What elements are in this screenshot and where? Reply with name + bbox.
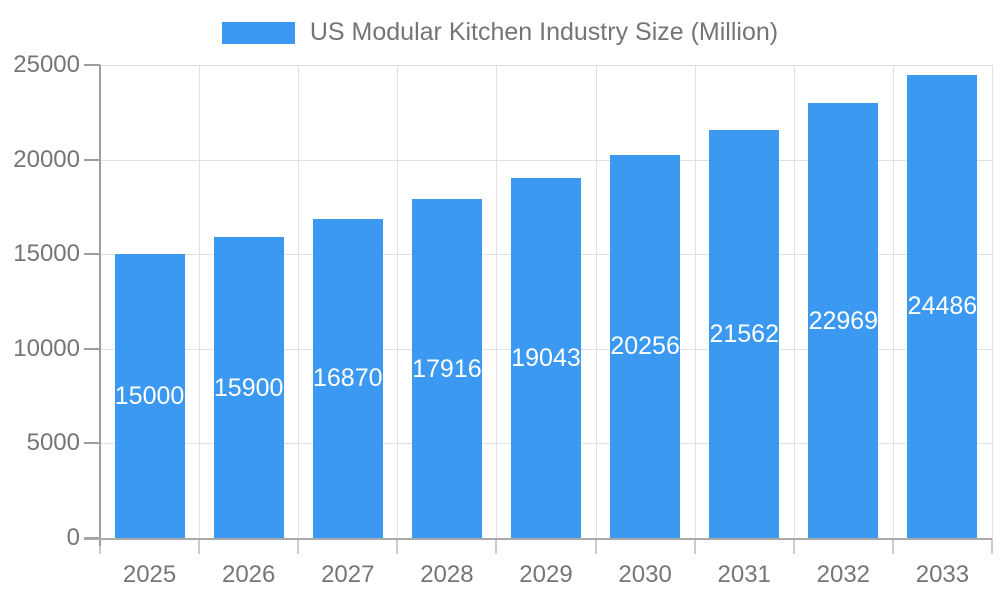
y-axis-tick [84,347,100,350]
x-gridline [496,65,498,538]
bar[interactable] [312,218,383,538]
y-axis-label: 5000 [26,429,80,457]
bar-value-label: 16870 [313,364,383,393]
bar-value-label: 21562 [709,320,779,349]
x-axis-label: 2028 [420,561,474,588]
legend-label: US Modular Kitchen Industry Size (Millio… [309,18,779,46]
bar-value-label: 24486 [907,292,978,321]
x-axis-label: 2031 [717,561,771,588]
x-gridline [892,65,894,538]
y-gridline [100,65,992,66]
x-axis-label: 2029 [519,561,573,588]
x-axis-label: 2025 [122,561,177,588]
bar[interactable] [907,74,978,538]
bar[interactable] [213,237,284,538]
y-axis-tick [84,442,100,445]
x-gridline [298,65,300,538]
x-axis-tick [297,538,300,554]
bar-value-label: 17916 [412,354,482,383]
bar-value-label: 15000 [114,382,185,411]
x-axis-tick [792,538,795,554]
x-gridline [199,65,201,538]
y-axis-label: 15000 [13,240,80,268]
x-axis-tick [693,538,696,554]
bar-value-label: 20256 [610,332,680,361]
x-axis-tick [99,538,101,554]
x-gridline [694,65,696,538]
bar[interactable] [808,103,879,538]
y-axis-tick [84,64,100,66]
x-axis-label: 2033 [915,561,970,588]
bar[interactable] [610,154,681,538]
x-axis-tick [198,538,201,554]
bar-value-label: 22969 [808,306,879,335]
bar-value-label: 19043 [511,343,581,372]
y-axis-label: 0 [66,524,80,551]
x-axis-label: 2026 [221,561,276,588]
x-axis-tick [891,538,894,554]
bar-value-label: 15900 [213,373,284,402]
x-gridline [595,65,597,538]
x-gridline [397,65,399,538]
y-axis-label: 20000 [13,145,80,173]
y-gridline [100,159,992,161]
x-axis-tick [991,538,993,554]
y-axis-label: 25000 [13,51,80,78]
x-axis-line [84,538,992,540]
y-axis-tick [84,253,100,256]
legend-swatch-icon [221,21,295,44]
bar[interactable] [709,130,780,538]
bar[interactable] [114,254,185,538]
y-axis-tick [84,158,100,161]
x-axis-tick [495,538,498,554]
x-gridline [992,65,993,538]
chart-legend: US Modular Kitchen Industry Size (Millio… [0,18,1000,47]
bar[interactable] [411,199,482,538]
x-axis-label: 2030 [618,561,672,588]
x-axis-tick [396,538,399,554]
y-axis-label: 10000 [13,334,80,362]
x-axis-label: 2032 [816,561,871,588]
bar[interactable] [511,177,581,538]
x-gridline [793,65,795,538]
x-axis-label: 2027 [321,561,375,588]
x-axis-tick [594,538,597,554]
y-axis-line [99,65,101,546]
